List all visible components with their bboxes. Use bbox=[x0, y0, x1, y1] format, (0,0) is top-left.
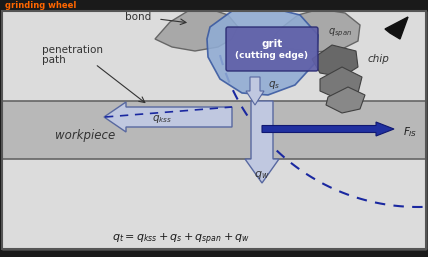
Polygon shape bbox=[385, 17, 408, 39]
Text: $q_w$: $q_w$ bbox=[254, 169, 270, 181]
Polygon shape bbox=[155, 9, 238, 51]
Text: $v_s$: $v_s$ bbox=[397, 3, 410, 15]
FancyArrow shape bbox=[246, 77, 264, 105]
Polygon shape bbox=[207, 7, 318, 95]
Text: $F_{lS}$: $F_{lS}$ bbox=[403, 125, 417, 139]
Text: $q_s$: $q_s$ bbox=[268, 79, 280, 91]
Text: $q_{kss}$: $q_{kss}$ bbox=[152, 113, 172, 125]
Text: $q_t = q_{kss} + q_s + q_{span} + q_w$: $q_t = q_{kss} + q_s + q_{span} + q_w$ bbox=[112, 231, 250, 247]
FancyBboxPatch shape bbox=[226, 27, 318, 71]
Text: (cutting edge): (cutting edge) bbox=[235, 51, 309, 60]
Polygon shape bbox=[326, 87, 365, 113]
FancyArrow shape bbox=[245, 101, 279, 183]
Polygon shape bbox=[268, 9, 360, 52]
Text: bond: bond bbox=[125, 12, 151, 22]
Text: penetration: penetration bbox=[42, 45, 103, 55]
Bar bbox=[0, 0, 428, 10]
Text: chip: chip bbox=[368, 54, 390, 64]
Bar bbox=[2, 101, 426, 159]
Text: $q_{span}$: $q_{span}$ bbox=[328, 27, 352, 39]
Text: path: path bbox=[42, 55, 66, 65]
Polygon shape bbox=[312, 45, 358, 77]
Text: workpiece: workpiece bbox=[55, 128, 115, 142]
Text: grinding wheel: grinding wheel bbox=[5, 1, 76, 10]
FancyArrow shape bbox=[262, 122, 394, 136]
Polygon shape bbox=[320, 67, 362, 99]
FancyArrow shape bbox=[104, 102, 232, 132]
Text: grit: grit bbox=[262, 39, 282, 49]
